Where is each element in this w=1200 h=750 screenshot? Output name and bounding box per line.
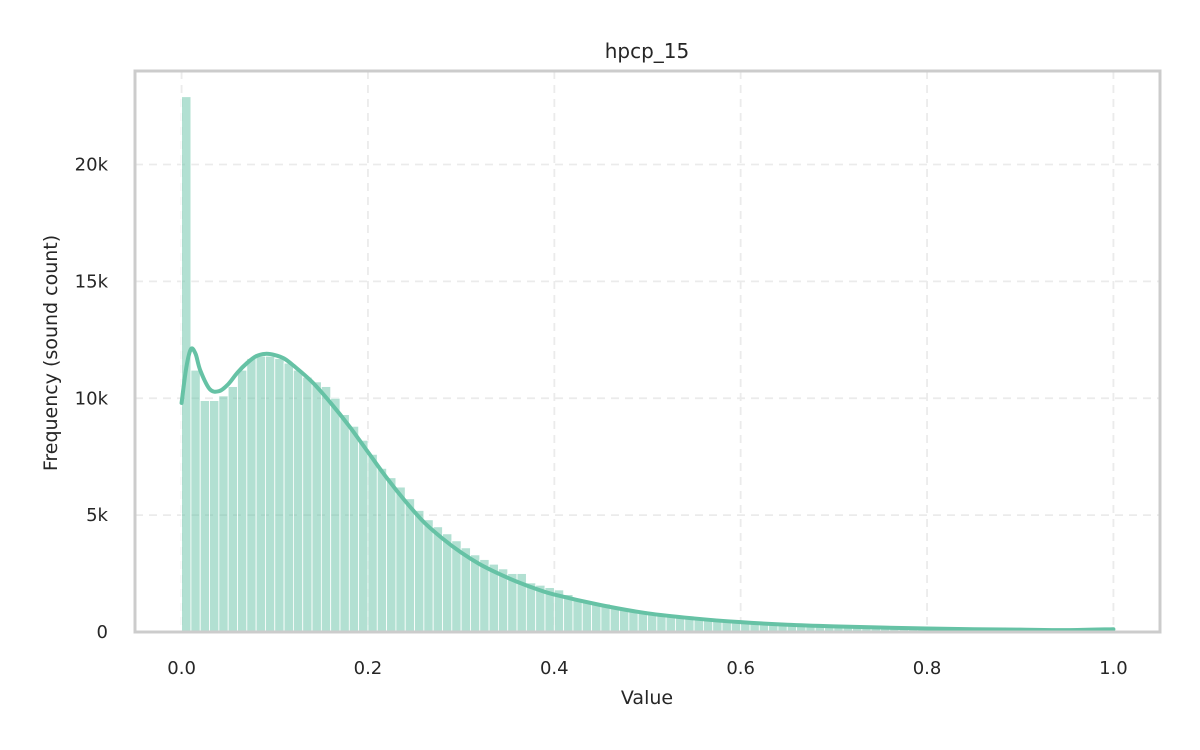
histogram-bar-29 [451, 540, 462, 633]
histogram-bar-10 [274, 358, 285, 633]
kde-curve [179, 346, 1116, 633]
y-tick-label-0: 0 [97, 622, 108, 643]
x-tick-label-5: 1.0 [1099, 658, 1128, 679]
histogram-bar-25 [414, 510, 425, 633]
histogram-bar-28 [442, 533, 453, 633]
x-tick-label-3: 0.6 [726, 658, 755, 679]
x-tick-label-2: 0.4 [540, 658, 569, 679]
histogram-bar-1 [190, 369, 201, 633]
y-tick-label-3: 15k [75, 271, 109, 292]
histogram-bar-4 [218, 395, 229, 633]
histogram-bar-20 [367, 453, 378, 633]
x-tick-label-1: 0.2 [354, 658, 383, 679]
histogram-bar-43 [581, 601, 592, 633]
histogram-bar-17 [339, 414, 350, 633]
histogram-bar-22 [386, 477, 397, 633]
y-axis-title: Frequency (sound count) [40, 235, 62, 471]
histogram-bar-3 [209, 400, 220, 633]
histogram-bar-21 [376, 467, 387, 633]
histogram-bar-26 [423, 519, 434, 633]
histogram-bar-8 [255, 355, 266, 633]
histogram-bar-7 [246, 358, 257, 633]
histogram-bar-11 [283, 362, 294, 633]
x-axis-ticks: 0.0 0.2 0.4 0.6 0.8 1.0 [167, 658, 1127, 679]
histogram-bar-2 [199, 400, 210, 633]
histogram-bar-14 [311, 381, 322, 633]
histogram-bar-18 [348, 425, 360, 633]
histogram-bar-16 [330, 397, 341, 633]
histogram-bar-6 [237, 369, 248, 633]
histogram-bar-19 [358, 439, 369, 633]
histogram-bar-13 [302, 376, 313, 633]
y-tick-label-1: 5k [86, 505, 108, 526]
histogram-bar-23 [395, 486, 406, 633]
histogram-bar-9 [265, 355, 276, 633]
x-tick-label-0: 0.0 [167, 658, 196, 679]
histogram-bars [181, 96, 1114, 633]
histogram-bar-30 [460, 547, 471, 633]
histogram-bar-24 [404, 498, 415, 633]
x-tick-label-4: 0.8 [913, 658, 942, 679]
histogram-bar-42 [572, 598, 583, 633]
y-axis-ticks: 0 5k 10k 15k 20k [75, 155, 109, 644]
x-axis-title: Value [621, 687, 673, 709]
histogram-bar-5 [227, 386, 238, 633]
histogram-bar-12 [293, 369, 304, 633]
chart-title: hpcp_15 [605, 39, 690, 63]
histogram-bar-27 [432, 526, 443, 633]
histogram-bar-44 [591, 602, 602, 633]
histogram-bar-15 [320, 386, 332, 633]
plot-frame [133, 69, 1162, 634]
y-tick-label-2: 10k [75, 388, 109, 409]
histogram-bar-31 [470, 554, 481, 633]
y-tick-label-4: 20k [75, 155, 109, 176]
